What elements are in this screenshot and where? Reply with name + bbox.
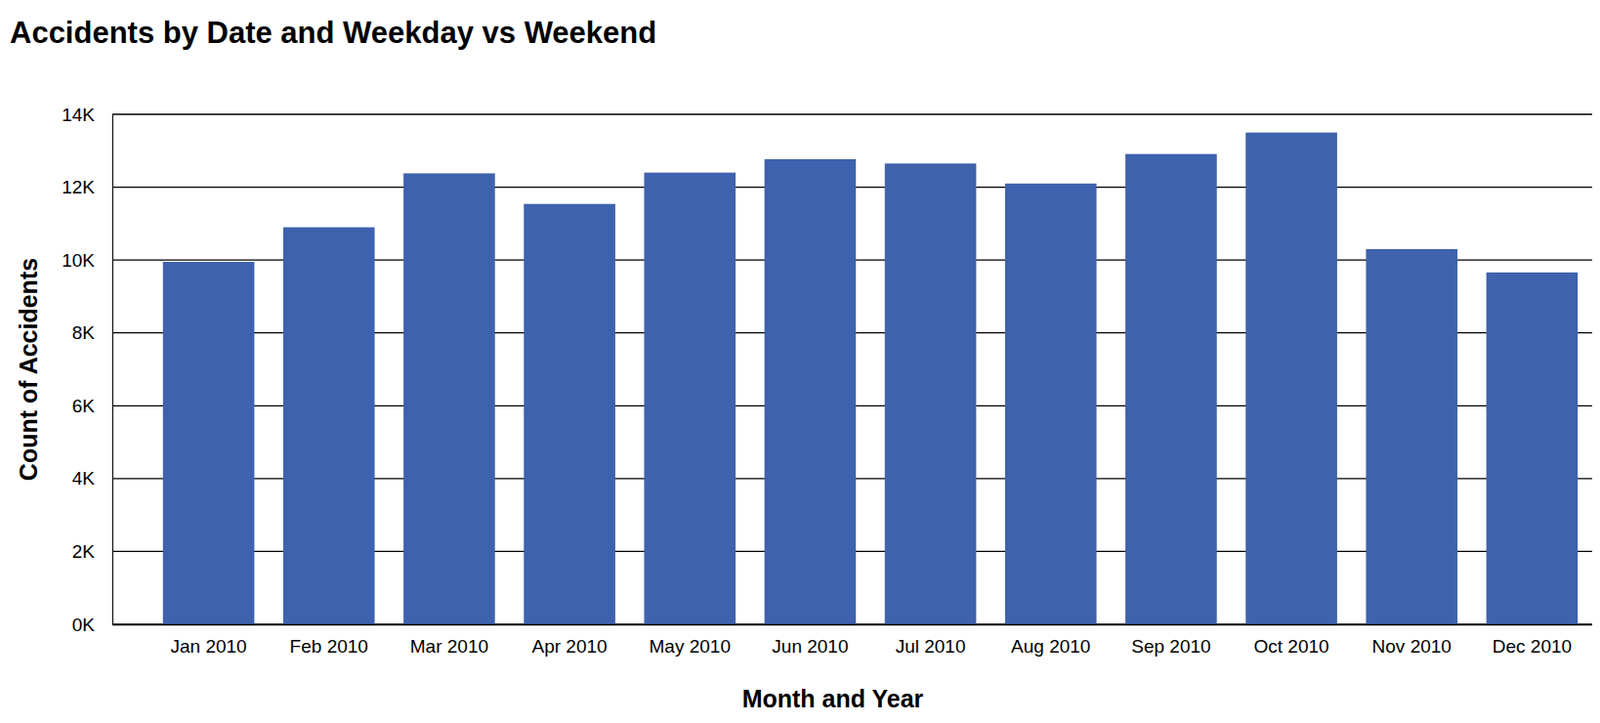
- bar: [1005, 183, 1097, 625]
- x-tick-label: Jan 2010: [169, 635, 247, 657]
- y-tick-label: 6K: [72, 395, 96, 417]
- title: Accidents by Date and Weekday vs Weekend: [9, 15, 657, 50]
- x-tick: May 2010: [649, 624, 731, 657]
- y-tick-label: 14K: [61, 104, 95, 126]
- bar: [643, 172, 736, 625]
- bar: [1245, 132, 1338, 625]
- x-tick: Oct 2010: [1254, 624, 1330, 657]
- x-tick-label: Jul 2010: [895, 635, 967, 657]
- y-tick-label: 4K: [72, 467, 96, 489]
- x-tick: Aug 2010: [1010, 624, 1091, 657]
- x-tick-label: Mar 2010: [410, 635, 489, 657]
- x-tick: Apr 2010: [532, 624, 608, 657]
- y-axis-title: Count of Accidents: [14, 257, 43, 481]
- x-tick: Jan 2010: [169, 624, 247, 657]
- bar: [1486, 272, 1579, 625]
- x-tick: Feb 2010: [290, 624, 369, 657]
- bar: [884, 163, 977, 625]
- bar: [1125, 154, 1218, 625]
- x-tick-label: Dec 2010: [1492, 635, 1572, 657]
- chart: 0K 2K 4K 6K 8K 10K 12K 14K Jan 2010 Feb 2010 Mar 2…: [0, 0, 1600, 723]
- y-tick-label: 0K: [72, 614, 96, 635]
- y-tick-label: 8K: [72, 322, 96, 343]
- bar: [283, 227, 376, 625]
- bar: [523, 204, 616, 625]
- bar: [1365, 249, 1458, 625]
- x-tick: Jul 2010: [895, 624, 967, 657]
- y-tick-label: 2K: [72, 541, 96, 562]
- x-tick-label: Nov 2010: [1372, 635, 1452, 657]
- x-tick: Nov 2010: [1372, 624, 1452, 657]
- y-axis: 0K 2K 4K 6K 8K 10K 12K 14K: [61, 104, 113, 635]
- x-tick-label: Apr 2010: [532, 635, 608, 657]
- x-tick-label: Jun 2010: [771, 635, 848, 657]
- y-tick-label: 10K: [61, 250, 95, 271]
- x-tick-label: Oct 2010: [1254, 635, 1330, 657]
- x-tick-label: Feb 2010: [290, 635, 369, 657]
- y-tick-label: 12K: [61, 176, 95, 198]
- y-tick: 4K: [72, 467, 113, 489]
- grid: [112, 114, 1593, 625]
- x-tick: Jun 2010: [771, 624, 848, 657]
- x-tick-label: Aug 2010: [1010, 635, 1091, 657]
- bars: [163, 132, 1578, 625]
- bar: [163, 261, 255, 625]
- x-tick: Mar 2010: [410, 624, 489, 657]
- grid-line: [112, 113, 1593, 115]
- x-tick: Sep 2010: [1131, 624, 1211, 657]
- x-axis-title: Month and Year: [742, 684, 925, 713]
- y-tick: 0K: [72, 614, 113, 635]
- x-tick-label: Sep 2010: [1131, 635, 1211, 657]
- y-tick: 10K: [61, 250, 113, 271]
- y-axis-line: [112, 115, 114, 626]
- y-tick: 6K: [72, 395, 113, 417]
- x-tick-label: May 2010: [649, 635, 731, 657]
- y-tick: 2K: [72, 541, 113, 562]
- bar: [403, 172, 496, 625]
- x-axis-line: [112, 624, 1593, 626]
- y-tick: 14K: [61, 104, 113, 126]
- bar: [764, 159, 857, 625]
- y-tick: 8K: [72, 322, 113, 343]
- x-axis: Jan 2010 Feb 2010 Mar 2010 Apr 2010 May 2010…: [112, 624, 1593, 657]
- y-tick: 12K: [61, 176, 113, 198]
- x-tick: Dec 2010: [1492, 624, 1572, 657]
